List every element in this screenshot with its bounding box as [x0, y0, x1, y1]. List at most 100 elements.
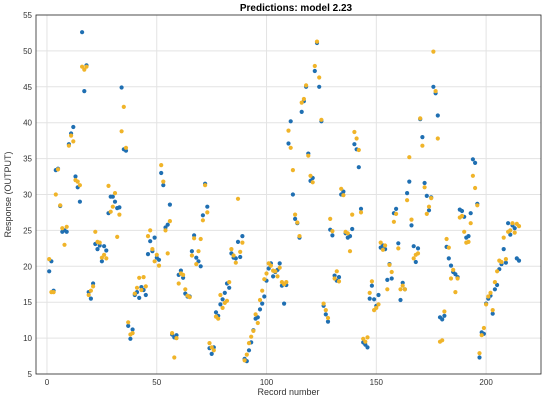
predicted-response-point [345, 231, 350, 236]
predicted-response-point [286, 128, 291, 133]
true-response-point [126, 323, 131, 328]
predicted-response-point [426, 204, 432, 209]
predicted-response-point [325, 315, 331, 321]
predicted-response-point [367, 290, 372, 295]
predicted-response-point [91, 284, 96, 289]
true-response-point [128, 336, 133, 341]
true-response-point [495, 282, 500, 288]
predicted-response-point [323, 308, 328, 313]
predicted-response-point [378, 240, 383, 245]
predicted-response-point [389, 269, 394, 275]
predicted-response-point [154, 252, 159, 257]
true-response-point [99, 259, 104, 264]
predicted-response-point [253, 312, 258, 317]
true-response-point [222, 290, 227, 295]
predicted-response-point [93, 229, 98, 234]
true-response-point [194, 255, 199, 260]
predicted-response-point [462, 229, 467, 234]
predicted-response-point [380, 247, 385, 252]
predicted-response-point [80, 64, 85, 69]
predicted-response-point [55, 167, 61, 172]
true-response-point [257, 307, 263, 312]
predicted-response-point [209, 345, 214, 350]
x-tick-label: 100 [260, 378, 274, 387]
true-response-point [516, 258, 522, 263]
true-response-point [400, 280, 405, 285]
predicted-response-point [332, 276, 337, 281]
true-response-point [198, 264, 203, 269]
predicted-response-point [148, 228, 153, 233]
predicted-response-point [492, 280, 497, 285]
predicted-response-point [407, 155, 412, 160]
predicted-response-point [200, 218, 205, 223]
true-response-point [350, 226, 355, 232]
true-response-point [288, 119, 293, 124]
true-response-point [159, 170, 164, 176]
predicted-response-point [341, 193, 346, 198]
true-response-point [365, 345, 370, 350]
predicted-response-point [260, 288, 265, 293]
predicted-response-point [479, 333, 484, 338]
predicted-response-point [400, 283, 405, 288]
true-response-point [209, 351, 214, 356]
true-response-point [102, 244, 107, 249]
predicted-response-point [466, 239, 471, 244]
predicted-response-point [207, 341, 212, 346]
predicted-response-point [143, 284, 148, 289]
true-response-point [47, 269, 52, 274]
true-response-point [213, 310, 219, 315]
predicted-response-point [167, 219, 172, 224]
predicted-response-point [503, 257, 508, 262]
predicted-response-point [512, 230, 517, 235]
predicted-response-point [473, 185, 478, 191]
predicted-response-point [446, 245, 451, 250]
predicted-response-point [481, 325, 486, 331]
predicted-response-point [88, 288, 93, 293]
predicted-response-point [97, 240, 102, 245]
true-response-point [352, 142, 357, 147]
predicted-response-point [231, 253, 236, 258]
predicted-response-point [139, 287, 144, 293]
true-response-point [473, 160, 478, 165]
predicted-response-point [126, 320, 131, 325]
true-response-point [453, 272, 458, 277]
predicted-response-point [508, 228, 513, 233]
predicted-response-point [132, 291, 137, 296]
predicted-response-point [196, 249, 201, 254]
true-response-point [220, 297, 225, 302]
predicted-response-point [161, 179, 166, 184]
predicted-response-point [66, 143, 71, 148]
predicted-response-point [75, 179, 80, 184]
predicted-response-point [448, 276, 454, 281]
true-response-point [407, 179, 412, 184]
true-response-point [506, 221, 511, 226]
predicted-response-point [238, 249, 243, 254]
true-response-point [112, 199, 118, 204]
true-response-point [332, 273, 337, 278]
predicted-response-point [312, 63, 317, 69]
predicted-response-point [86, 292, 91, 298]
true-response-point [466, 234, 471, 239]
true-response-point [152, 235, 157, 240]
predicted-response-point [297, 234, 302, 239]
true-response-point [325, 319, 331, 324]
predicted-response-point [477, 351, 482, 356]
true-response-point [137, 295, 142, 300]
true-response-point [440, 317, 445, 322]
predicted-response-point [249, 334, 254, 339]
predicted-response-point [299, 100, 304, 105]
predicted-response-point [262, 277, 267, 282]
predicted-response-point [242, 358, 247, 363]
true-response-point [424, 193, 429, 198]
true-response-point [426, 208, 432, 213]
true-response-point [73, 174, 78, 179]
predicted-response-point [187, 295, 192, 300]
y-tick-label: 10 [23, 334, 32, 343]
predicted-response-point [240, 240, 245, 245]
predicted-response-point [165, 251, 170, 256]
predicted-response-point [501, 235, 506, 240]
true-response-point [192, 233, 197, 238]
true-response-point [110, 194, 115, 199]
true-response-point [255, 315, 260, 320]
predicted-response-point [51, 290, 56, 295]
